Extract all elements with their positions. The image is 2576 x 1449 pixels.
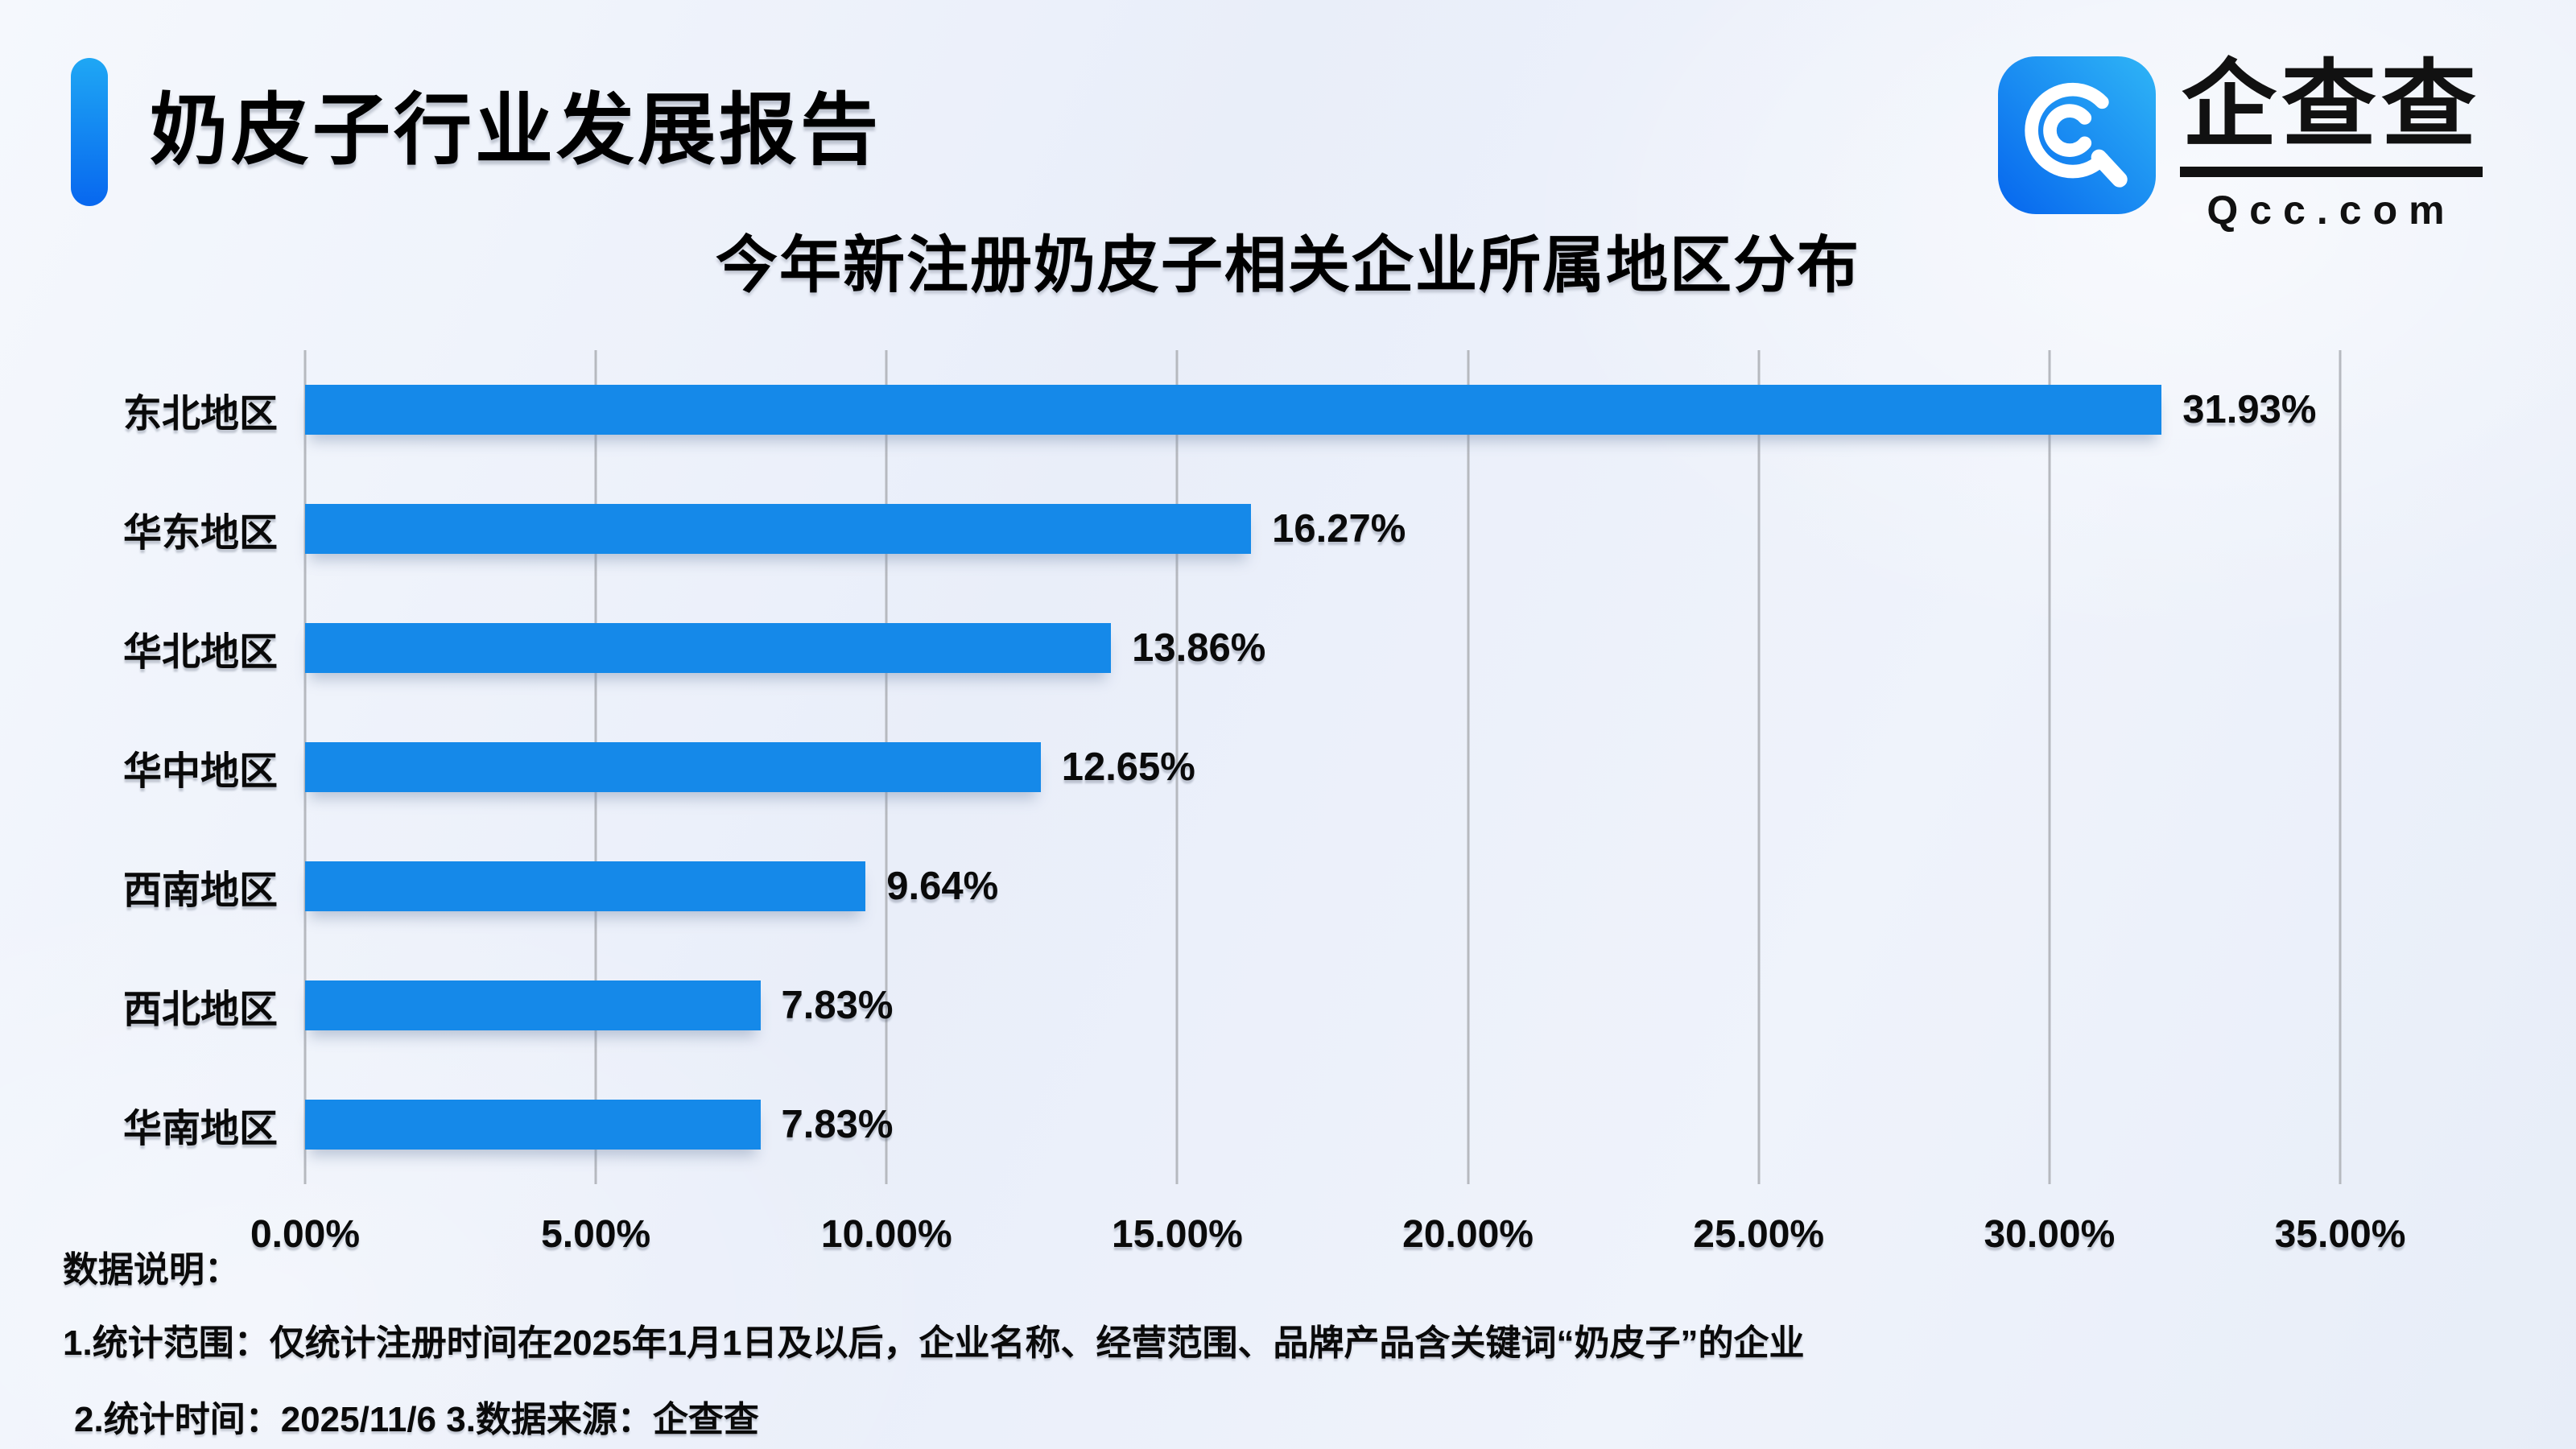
bar bbox=[305, 385, 2162, 435]
chart-row: 华中地区 12.65% bbox=[123, 708, 2340, 827]
chart-row: 华东地区 16.27% bbox=[123, 469, 2340, 588]
value-label: 9.64% bbox=[886, 865, 999, 908]
qcc-logo-cn: 企查查 bbox=[2179, 50, 2483, 178]
category-label: 西南地区 bbox=[122, 869, 278, 912]
gridline bbox=[2339, 350, 2342, 1184]
gridline bbox=[1757, 350, 1761, 1184]
x-axis-tick-label: 25.00% bbox=[1693, 1213, 1825, 1256]
bar bbox=[305, 1100, 761, 1150]
x-axis-tick-label: 30.00% bbox=[1984, 1213, 2116, 1256]
qcc-logo: 企查查 Qcc.com bbox=[1997, 50, 2483, 233]
chart-title: 今年新注册奶皮子相关企业所属地区分布 bbox=[716, 231, 1860, 300]
qcc-logo-text: 企查查 Qcc.com bbox=[2179, 50, 2483, 233]
title-accent-bar bbox=[71, 58, 108, 206]
notes-line-2: 2.统计时间：2025/11/6 3.数据来源：企查查 bbox=[74, 1399, 759, 1439]
gridline bbox=[2048, 350, 2051, 1184]
qcc-magnifier-icon bbox=[1997, 56, 2156, 214]
page-title: 奶皮子行业发展报告 bbox=[150, 86, 881, 174]
bar-chart-plot: 东北地区 31.93% 华东地区 16.27% 华北地区 13.86% 华中地区 12.65%… bbox=[123, 350, 2342, 1184]
value-label: 13.86% bbox=[1132, 626, 1266, 670]
bar bbox=[305, 742, 1041, 792]
bar bbox=[305, 861, 866, 911]
category-label: 华南地区 bbox=[122, 1108, 278, 1150]
category-label: 东北地区 bbox=[122, 393, 278, 436]
x-axis-tick-label: 10.00% bbox=[820, 1213, 952, 1256]
chart-row: 西南地区 9.64% bbox=[123, 827, 2340, 946]
chart-row: 西北地区 7.83% bbox=[123, 946, 2340, 1065]
value-label: 7.83% bbox=[781, 1103, 894, 1146]
x-axis: 0.00% 5.00% 10.00% 15.00% 20.00% 25.00% 30.00%… bbox=[250, 1212, 2405, 1261]
category-label: 西北地区 bbox=[122, 989, 278, 1031]
x-axis-tick-label: 15.00% bbox=[1112, 1213, 1243, 1256]
data-notes: 数据说明： 1.统计范围：仅统计注册时间在2025年1月1日及以后，企业名称、经… bbox=[63, 1249, 2518, 1441]
bar bbox=[305, 980, 761, 1030]
bar bbox=[305, 623, 1112, 673]
value-label: 16.27% bbox=[1272, 507, 1406, 551]
bar bbox=[305, 504, 1252, 554]
chart-row: 华南地区 7.83% bbox=[123, 1065, 2340, 1184]
qcc-logo-domain: Qcc.com bbox=[2207, 188, 2456, 233]
chart-row: 东北地区 31.93% bbox=[123, 350, 2340, 469]
category-label: 华中地区 bbox=[122, 750, 278, 793]
value-label: 12.65% bbox=[1061, 745, 1195, 789]
value-label: 7.83% bbox=[781, 984, 894, 1027]
x-axis-tick-label: 20.00% bbox=[1402, 1213, 1534, 1256]
value-label: 31.93% bbox=[2182, 388, 2317, 431]
x-axis-tick-label: 5.00% bbox=[541, 1213, 651, 1256]
x-axis-tick-label: 0.00% bbox=[250, 1213, 361, 1256]
chart-row: 华北地区 13.86% bbox=[123, 588, 2340, 708]
gridline bbox=[1467, 350, 1470, 1184]
notes-heading: 数据说明： bbox=[63, 1250, 240, 1290]
notes-line-1: 1.统计范围：仅统计注册时间在2025年1月1日及以后，企业名称、经营范围、品牌… bbox=[63, 1323, 1805, 1363]
x-axis-tick-label: 35.00% bbox=[2274, 1213, 2406, 1256]
category-label: 华东地区 bbox=[122, 512, 278, 555]
gridline bbox=[1175, 350, 1179, 1184]
category-label: 华北地区 bbox=[122, 631, 278, 674]
